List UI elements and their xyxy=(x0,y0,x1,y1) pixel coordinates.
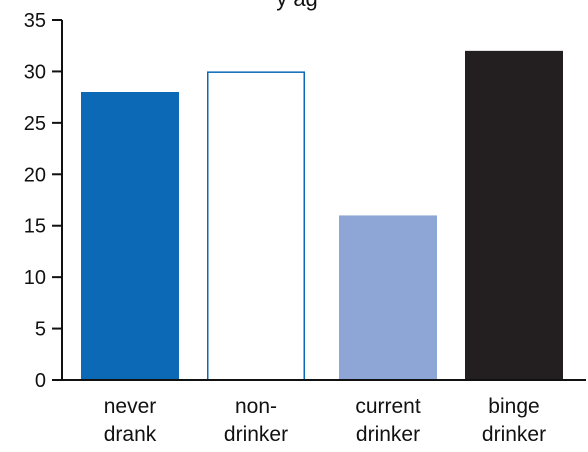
y-tick-label: 5 xyxy=(35,319,46,341)
x-tick-label: never drank xyxy=(104,395,157,446)
bar-4 xyxy=(465,50,563,381)
x-tick-label-line1: binge xyxy=(488,395,539,418)
y-tick-label: 0 xyxy=(35,370,46,392)
bar-3 xyxy=(339,215,437,381)
y-tick-label: 15 xyxy=(24,216,46,238)
x-tick-label-line1: never xyxy=(104,395,157,418)
x-tick-label: non-drinker xyxy=(224,395,288,446)
x-tick-label-line2: drinker xyxy=(482,423,546,446)
y-tick-label: 10 xyxy=(24,267,46,289)
x-tick-label: binge drinker xyxy=(482,395,546,446)
bars xyxy=(81,50,563,381)
bar-2 xyxy=(207,71,305,381)
chart-title-fragment: y ag xyxy=(276,0,318,11)
bar-1 xyxy=(81,92,179,381)
y-tick-label: 20 xyxy=(24,164,46,186)
y-tick-label: 30 xyxy=(24,61,46,83)
x-tick-label-line1: non- xyxy=(235,395,277,418)
y-tick-label: 25 xyxy=(24,113,46,135)
y-tick-label: 35 xyxy=(24,10,46,32)
x-tick-label-line2: drinker xyxy=(224,423,288,446)
x-tick-label-line2: drank xyxy=(104,423,157,446)
x-tick-label-line2: drinker xyxy=(356,423,420,446)
x-tick-label-line1: current xyxy=(355,395,421,418)
y-axis: 0 5 10 15 20 25 30 35 xyxy=(24,10,63,392)
x-tick-label: current drinker xyxy=(355,395,421,446)
